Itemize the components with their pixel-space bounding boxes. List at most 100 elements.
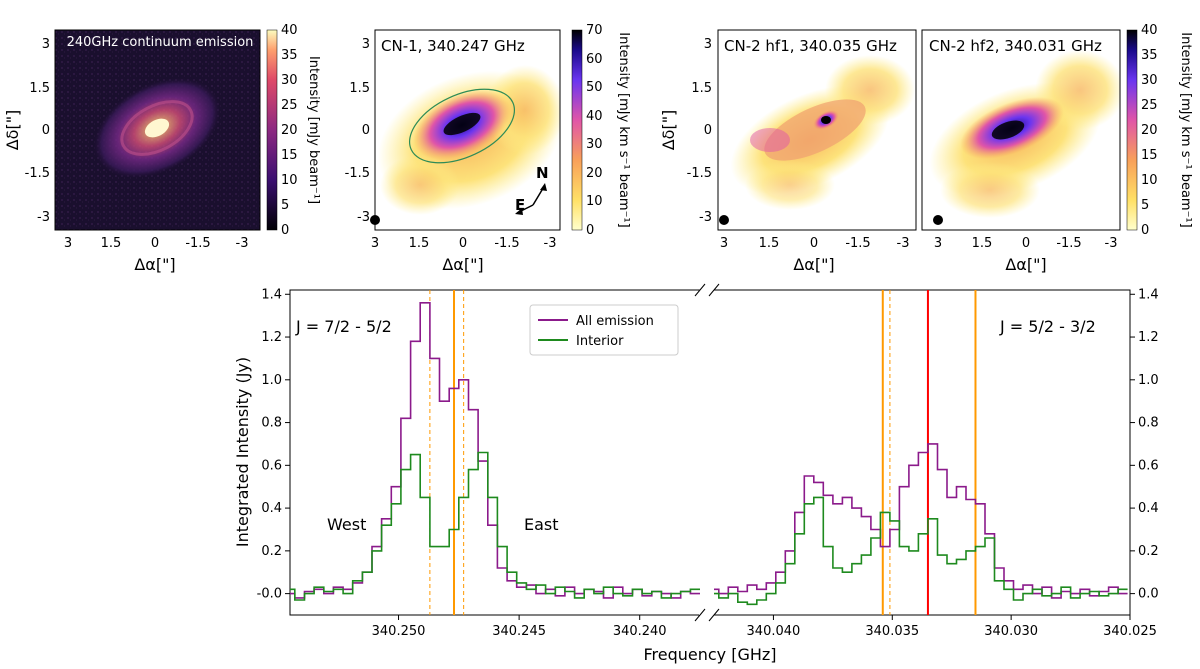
svg-text:3: 3 — [42, 37, 50, 52]
hf2-beam — [933, 215, 943, 225]
cn1-map: CN-1, 340.247 GHz N E 3 1.5 0 -1.5 -3 3 … — [345, 23, 631, 274]
svg-text:-3: -3 — [544, 236, 557, 251]
legend-all-label: All emission — [576, 314, 654, 329]
svg-text:0: 0 — [704, 123, 712, 138]
y-tick-right-label: 1.4 — [1138, 287, 1159, 302]
y-tick-right-label: 1.0 — [1138, 373, 1159, 388]
x-ticks: 340.250 340.245 340.240 340.040 340.035 340.0… — [372, 615, 1157, 639]
hf2-title: CN-2 hf2, 340.031 GHz — [929, 37, 1102, 55]
legend-interior-label: Interior — [576, 334, 624, 349]
y-tick-right-label: 0.6 — [1138, 458, 1159, 473]
svg-text:0: 0 — [1022, 236, 1030, 251]
right-transition-label: J = 5/2 - 3/2 — [999, 317, 1096, 336]
svg-text:10: 10 — [1141, 173, 1158, 188]
cn2hf2-map: CN-2 hf2, 340.031 GHz 3 1.5 0 -1.5 -3 Δα… — [921, 23, 1193, 274]
break-mark-top-right — [708, 283, 720, 297]
spectrum-xlabel: Frequency [GHz] — [643, 645, 776, 664]
svg-text:40: 40 — [586, 109, 603, 124]
x-tick-label: 340.040 — [747, 624, 801, 639]
x-tick-label: 340.030 — [984, 624, 1038, 639]
continuum-core — [144, 118, 170, 138]
svg-text:10: 10 — [586, 194, 603, 209]
hf1-yticks: 3 1.5 0 -1.5 -3 — [687, 37, 712, 225]
svg-text:40: 40 — [281, 23, 298, 38]
svg-text:35: 35 — [1141, 48, 1158, 63]
cn1-frame — [374, 29, 561, 231]
svg-text:0: 0 — [1141, 223, 1149, 238]
svg-text:-3: -3 — [699, 210, 712, 225]
svg-text:1.5: 1.5 — [349, 81, 370, 96]
svg-text:60: 60 — [586, 52, 603, 67]
svg-text:40: 40 — [1141, 23, 1158, 38]
cn1-cbar-label: Intensity [mJy km s⁻¹ beam⁻¹] — [616, 32, 631, 227]
continuum-cbar-label: Intensity [mJy beam⁻¹] — [306, 56, 321, 204]
svg-text:-3: -3 — [357, 210, 370, 225]
svg-text:5: 5 — [281, 198, 289, 213]
svg-text:50: 50 — [586, 80, 603, 95]
cn1-beam — [370, 215, 380, 225]
continuum-xticks: 3 1.5 0 -1.5 -3 — [64, 236, 249, 251]
compass-e: E — [515, 196, 525, 214]
all-emission-series-right — [714, 443, 1128, 599]
svg-text:0: 0 — [151, 236, 159, 251]
spectrum-chart: -0.00.20.40.60.81.01.21.4 0.00.20.40.60.… — [233, 283, 1159, 664]
y-tick-right-label: 0.2 — [1138, 544, 1159, 559]
hf2-cbar-ticks: 0 5 10 15 20 25 30 35 40 — [1141, 23, 1158, 238]
hf1-ylabel: Δδ["] — [659, 110, 678, 151]
svg-text:3: 3 — [371, 236, 379, 251]
break-mark-bottom-left — [694, 608, 706, 622]
west-label: West — [327, 515, 366, 534]
svg-text:20: 20 — [1141, 123, 1158, 138]
svg-text:15: 15 — [281, 148, 298, 163]
break-mark-top-left — [694, 283, 706, 297]
svg-text:-1.5: -1.5 — [845, 236, 870, 251]
svg-text:0: 0 — [362, 123, 370, 138]
hf1-xticks: 3 1.5 0 -1.5 -3 — [720, 236, 910, 251]
left-transition-label: J = 7/2 - 5/2 — [295, 317, 392, 336]
legend: All emission Interior — [529, 304, 679, 356]
interior-series-right — [714, 496, 1128, 606]
svg-text:20: 20 — [586, 166, 603, 181]
hf1-beam — [719, 215, 729, 225]
legend-box — [529, 304, 679, 356]
continuum-yticks: 3 1.5 0 -1.5 -3 — [25, 37, 50, 225]
svg-text:3: 3 — [64, 236, 72, 251]
continuum-frame — [54, 29, 261, 231]
east-label: East — [524, 515, 559, 534]
continuum-colorbar — [266, 29, 278, 231]
compass: N E — [515, 164, 549, 215]
svg-text:-1.5: -1.5 — [687, 166, 712, 181]
svg-text:1.5: 1.5 — [972, 236, 993, 251]
svg-text:-1.5: -1.5 — [1056, 236, 1081, 251]
y-tick-left-label: -0.0 — [257, 587, 282, 602]
svg-text:25: 25 — [281, 98, 298, 113]
spectrum-series — [290, 302, 1128, 606]
svg-text:1.5: 1.5 — [101, 236, 122, 251]
svg-text:3: 3 — [934, 236, 942, 251]
cn1-xlabel: Δα["] — [442, 255, 483, 274]
cn1-yticks: 3 1.5 0 -1.5 -3 — [345, 37, 370, 225]
cn1-title: CN-1, 340.247 GHz — [381, 37, 525, 55]
spectrum-ylabel: Integrated Intensity (Jy) — [233, 357, 252, 547]
hf2-cbar-label: Intensity [mJy km s⁻¹ beam⁻¹] — [1178, 32, 1193, 227]
y-tick-left-label: 1.2 — [261, 330, 282, 345]
y-tick-left-label: 0.2 — [261, 544, 282, 559]
hf2-xlabel: Δα["] — [1005, 255, 1046, 274]
continuum-xlabel: Δα["] — [134, 255, 175, 274]
svg-text:-3: -3 — [37, 210, 50, 225]
svg-text:25: 25 — [1141, 98, 1158, 113]
cn1-colorbar — [571, 29, 583, 231]
svg-text:-3: -3 — [236, 236, 249, 251]
y-tick-left-label: 1.0 — [261, 373, 282, 388]
svg-text:1.5: 1.5 — [691, 81, 712, 96]
hf2-colorbar — [1126, 29, 1138, 231]
svg-text:70: 70 — [586, 23, 603, 38]
svg-text:35: 35 — [281, 48, 298, 63]
cn1-ellipse — [408, 88, 516, 164]
compass-n: N — [536, 164, 549, 182]
svg-text:20: 20 — [281, 123, 298, 138]
frequency-markers — [429, 290, 977, 615]
hf1-xlabel: Δα["] — [793, 255, 834, 274]
continuum-map: 240GHz continuum emission 3 1.5 0 -1.5 -… — [3, 23, 321, 274]
